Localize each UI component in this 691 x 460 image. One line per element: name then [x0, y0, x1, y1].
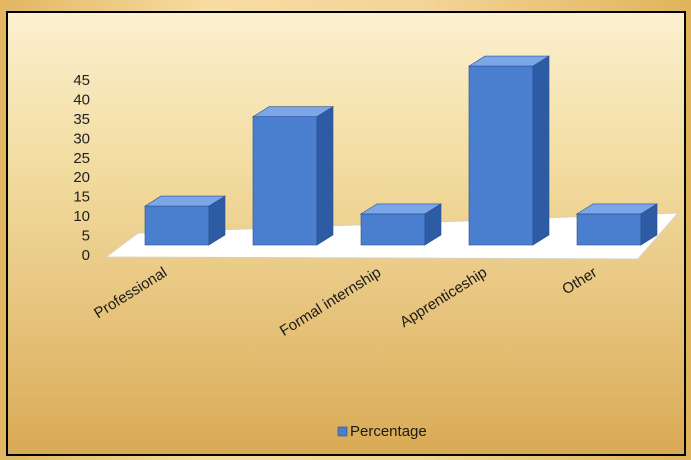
- y-tick-label: 25: [73, 150, 90, 167]
- bar: [143, 195, 227, 246]
- bar-side: [208, 195, 226, 246]
- chart-frame: 0 5 10 15 20 25 30 35 40 45 Professional Formal int…: [6, 11, 686, 456]
- bar-side: [316, 106, 334, 246]
- bar-side: [424, 203, 442, 246]
- bar: [575, 203, 659, 246]
- legend-label: Percentage: [350, 423, 427, 440]
- bar: [359, 203, 443, 246]
- bar-front: [144, 205, 210, 246]
- y-tick-label: 15: [73, 189, 90, 206]
- x-tick-label: Professional: [91, 264, 170, 322]
- bar-side: [640, 203, 658, 246]
- bar: [467, 55, 551, 246]
- y-tick-label: 45: [73, 72, 90, 89]
- x-tick-label: Other: [559, 264, 600, 298]
- y-tick-label: 30: [73, 130, 90, 147]
- legend-swatch: [337, 426, 348, 437]
- bar-chart: 0 5 10 15 20 25 30 35 40 45 Professional Formal int…: [73, 55, 680, 440]
- bar-side: [532, 55, 550, 246]
- bar-front: [576, 213, 642, 246]
- bar-front: [468, 65, 534, 246]
- x-tick-label: Formal internship: [277, 264, 384, 340]
- bar: [251, 106, 335, 246]
- bar-front: [252, 116, 318, 246]
- legend: Percentage: [337, 423, 427, 440]
- y-tick-label: 10: [73, 208, 90, 225]
- y-tick-label: 0: [82, 247, 90, 264]
- y-axis: 0 5 10 15 20 25 30 35 40 45: [73, 72, 90, 264]
- bar-front: [360, 213, 426, 246]
- x-tick-label: Apprenticeship: [397, 264, 490, 331]
- y-tick-label: 35: [73, 111, 90, 128]
- y-tick-label: 20: [73, 169, 90, 186]
- y-tick-label: 40: [73, 91, 90, 108]
- y-tick-label: 5: [82, 228, 90, 245]
